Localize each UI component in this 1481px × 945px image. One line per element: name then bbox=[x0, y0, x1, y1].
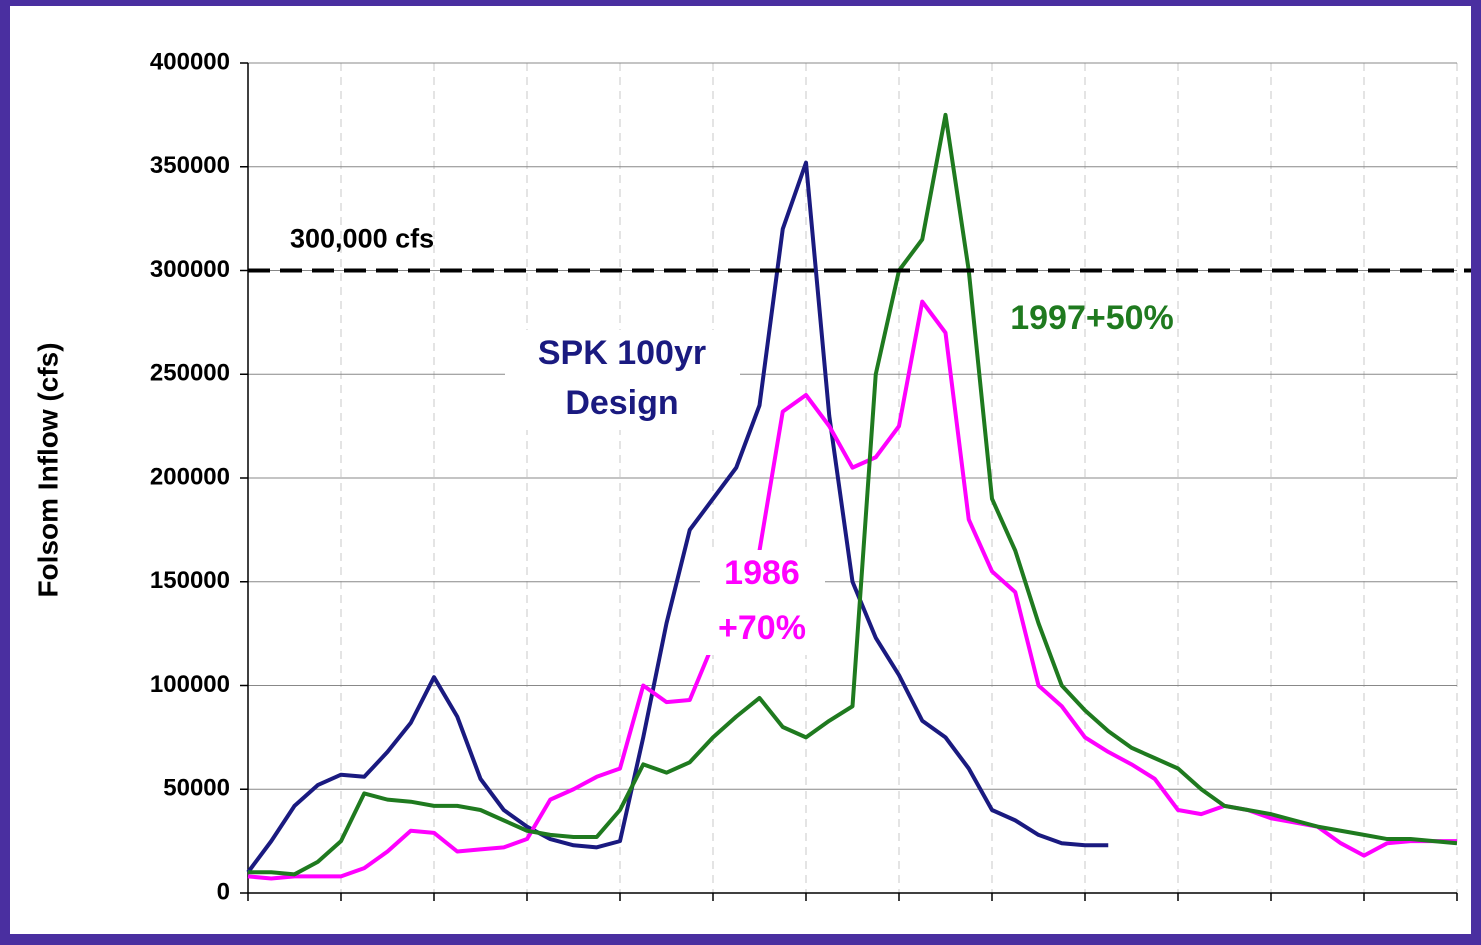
series-label: 1997+50% bbox=[1010, 299, 1174, 337]
legend-background bbox=[505, 330, 740, 430]
y-tick-label: 100000 bbox=[150, 671, 230, 698]
y-tick-label: 250000 bbox=[150, 360, 230, 387]
y-tick-label: 350000 bbox=[150, 152, 230, 179]
y-axis-label: Folsom Inflow (cfs) bbox=[32, 342, 63, 597]
legend-background bbox=[700, 550, 825, 655]
chart-background bbox=[10, 6, 1471, 934]
y-tick-label: 200000 bbox=[150, 463, 230, 490]
series-label: Design bbox=[565, 384, 678, 422]
y-tick-label: 300000 bbox=[150, 256, 230, 283]
series-line bbox=[248, 112, 1458, 877]
y-tick-label: 150000 bbox=[150, 567, 230, 594]
series-label: +70% bbox=[718, 609, 806, 647]
series-label: 1986 bbox=[724, 554, 800, 592]
y-tick-label: 50000 bbox=[163, 775, 230, 802]
y-tick-label: 400000 bbox=[150, 48, 230, 75]
reference-label: 300,000 cfs bbox=[290, 224, 434, 254]
series-line bbox=[246, 160, 1109, 874]
series-label: SPK 100yr bbox=[538, 334, 706, 372]
y-tick-label: 0 bbox=[217, 878, 230, 905]
